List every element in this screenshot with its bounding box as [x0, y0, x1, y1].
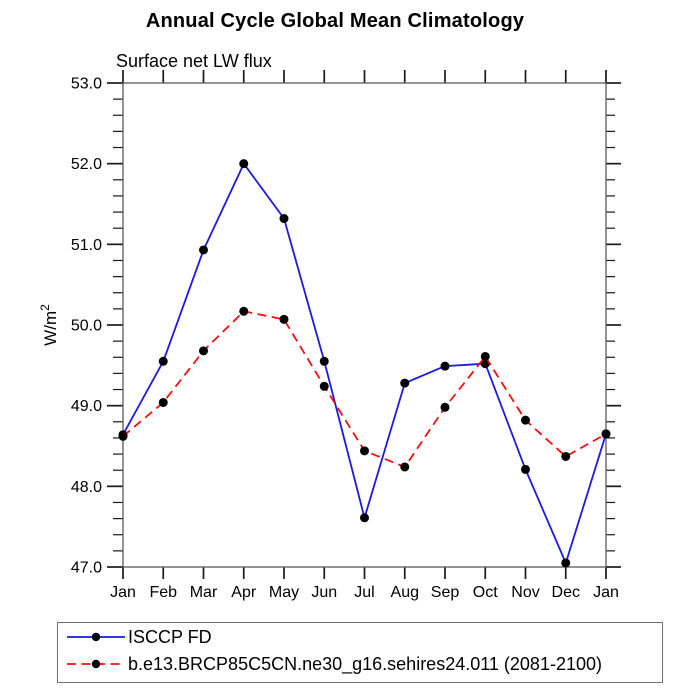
- svg-text:Oct: Oct: [473, 584, 498, 601]
- series-markers-isccp-fd: [118, 159, 611, 568]
- x-tick-labels: Jan Feb Mar Apr May Jun Jul Aug Sep Oct Nov Dec Jan: [110, 584, 619, 601]
- svg-text:W/m2: W/m2: [38, 304, 60, 346]
- x-axis-ticks-bottom: [122, 567, 607, 579]
- svg-text:Jan: Jan: [110, 584, 136, 601]
- legend: ISCCP FD b.e13.BRCP85C5CN.ne30_g16.sehir…: [57, 622, 663, 683]
- svg-text:Aug: Aug: [391, 584, 419, 601]
- svg-text:51.0: 51.0: [71, 237, 102, 254]
- svg-text:Mar: Mar: [190, 584, 218, 601]
- chart-subtitle: Surface net LW flux: [116, 51, 272, 71]
- legend-label-isccp-fd: ISCCP FD: [128, 626, 212, 647]
- svg-text:Sep: Sep: [431, 584, 460, 601]
- svg-text:Feb: Feb: [149, 584, 177, 601]
- y-tick-labels: 47.0 48.0 49.0 50.0 51.0 52.0 53.0: [71, 76, 102, 577]
- svg-text:53.0: 53.0: [71, 76, 102, 93]
- svg-text:48.0: 48.0: [71, 479, 102, 496]
- svg-text:Apr: Apr: [231, 584, 257, 601]
- y-axis-ticks-right: [606, 82, 621, 568]
- svg-text:Jan: Jan: [593, 584, 619, 601]
- svg-text:47.0: 47.0: [71, 560, 102, 577]
- legend-item-isccp-fd: ISCCP FD: [66, 626, 212, 647]
- legend-label-model: b.e13.BRCP85C5CN.ne30_g16.sehires24.011 …: [128, 653, 602, 674]
- svg-text:May: May: [269, 584, 299, 601]
- legend-key-solid-blue-line: [67, 632, 125, 642]
- y-axis-title: W/m2: [38, 304, 60, 346]
- series-line-isccp-fd: [122, 162, 607, 564]
- x-axis-ticks-top: [122, 70, 607, 83]
- chart-title: Annual Cycle Global Mean Climatology: [145, 10, 525, 32]
- series-line-b-e13-brcp85c5cn-ne30-g16-sehi: [122, 310, 607, 468]
- axis-box: [122, 82, 607, 568]
- legend-marker-dot: [91, 632, 101, 642]
- legend-key-dashed-red-line: [67, 659, 125, 669]
- svg-text:Dec: Dec: [552, 584, 580, 601]
- svg-text:Jul: Jul: [354, 584, 374, 601]
- y-axis-ticks-left: [107, 82, 123, 568]
- svg-text:52.0: 52.0: [71, 156, 102, 173]
- legend-marker-dot: [91, 659, 101, 669]
- svg-text:50.0: 50.0: [71, 318, 102, 335]
- svg-text:Jun: Jun: [311, 584, 337, 601]
- svg-text:Nov: Nov: [511, 584, 539, 601]
- series-markers-b-e13-brcp85c5cn-ne30-g16-sehi: [118, 306, 611, 472]
- svg-text:49.0: 49.0: [71, 398, 102, 415]
- legend-item-model: b.e13.BRCP85C5CN.ne30_g16.sehires24.011 …: [66, 653, 602, 674]
